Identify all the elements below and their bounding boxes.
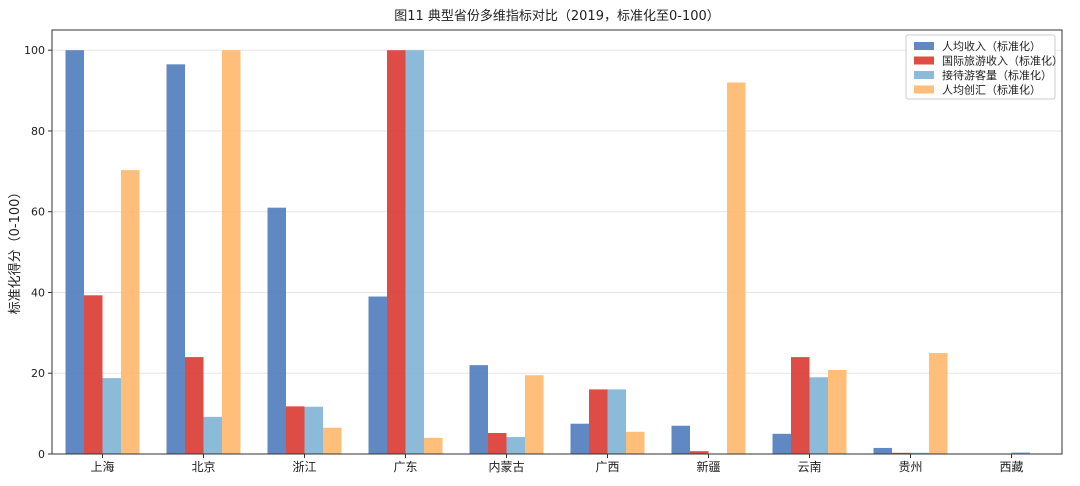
x-tick-label: 云南 <box>797 459 821 474</box>
bar <box>589 389 608 454</box>
x-tick-label: 浙江 <box>292 460 316 474</box>
bar <box>323 427 342 454</box>
y-tick-label: 60 <box>31 206 45 219</box>
gridlines <box>52 49 1062 374</box>
legend-swatch <box>914 71 934 79</box>
y-axis-label: 标准化得分（0-100） <box>7 186 23 315</box>
bar <box>828 370 847 454</box>
x-tick-label: 内蒙古 <box>488 459 524 474</box>
bar <box>671 425 690 454</box>
bar <box>1011 452 1030 454</box>
plot-frame <box>51 29 1063 455</box>
bar <box>873 447 892 454</box>
bar <box>65 50 84 454</box>
bar <box>166 64 185 455</box>
bar <box>690 451 709 454</box>
legend-box <box>905 34 1056 100</box>
y-tick-label: 80 <box>31 125 45 138</box>
bar <box>506 437 525 454</box>
bar <box>203 416 222 454</box>
x-tick-label: 广西 <box>595 460 619 474</box>
bar <box>525 375 544 454</box>
legend-swatch <box>914 85 934 94</box>
bar <box>185 357 204 454</box>
bar <box>488 433 507 454</box>
y-tick-label: 100 <box>24 44 45 57</box>
bar <box>607 389 626 454</box>
bar <box>929 353 948 454</box>
chart-title: 图11 典型省份多维指标对比（2019，标准化至0-100） <box>394 8 720 24</box>
tick-labels: 0 20 40 60 80 100 上海 北京 浙江 广东 内蒙古 广西 新疆 云南 贵州 西藏 <box>24 44 1024 474</box>
legend-swatch <box>914 42 934 50</box>
y-tick-label: 20 <box>31 367 45 380</box>
bar <box>791 357 810 454</box>
bar <box>424 437 443 454</box>
x-tick-label: 广东 <box>393 460 417 474</box>
legend-label: 人均收入（标准化） <box>942 39 1041 53</box>
bar <box>405 50 424 454</box>
x-tick-label: 北京 <box>191 460 215 474</box>
bar <box>121 170 140 455</box>
bar <box>387 50 406 454</box>
x-tick-label: 西藏 <box>999 460 1023 474</box>
bar <box>469 365 488 454</box>
x-tick-label: 新疆 <box>696 459 720 474</box>
axes <box>48 29 1063 458</box>
x-tick-label: 贵州 <box>898 460 922 474</box>
bar <box>626 431 645 454</box>
y-tick-label: 0 <box>38 448 45 461</box>
bars <box>65 50 1030 455</box>
bar <box>368 296 387 454</box>
bar <box>286 406 305 454</box>
legend-label: 接待游客量（标准化） <box>942 68 1052 82</box>
bar <box>267 207 286 454</box>
legend-swatch <box>914 56 934 65</box>
legend-label: 国际旅游收入（标准化） <box>942 54 1063 68</box>
bar <box>809 377 828 454</box>
bar <box>910 452 929 454</box>
bar <box>570 423 589 454</box>
bar <box>304 406 323 454</box>
x-tick-label: 上海 <box>90 459 114 474</box>
bar <box>102 378 121 454</box>
bar <box>772 433 791 454</box>
y-tick-label: 40 <box>31 286 45 299</box>
bar <box>222 50 241 454</box>
legend-label: 人均创汇（标准化） <box>942 83 1041 97</box>
legend: 人均收入（标准化）国际旅游收入（标准化）接待游客量（标准化）人均创汇（标准化） <box>905 34 1063 100</box>
bar <box>84 295 103 454</box>
bar <box>727 82 746 454</box>
bar <box>892 452 911 454</box>
